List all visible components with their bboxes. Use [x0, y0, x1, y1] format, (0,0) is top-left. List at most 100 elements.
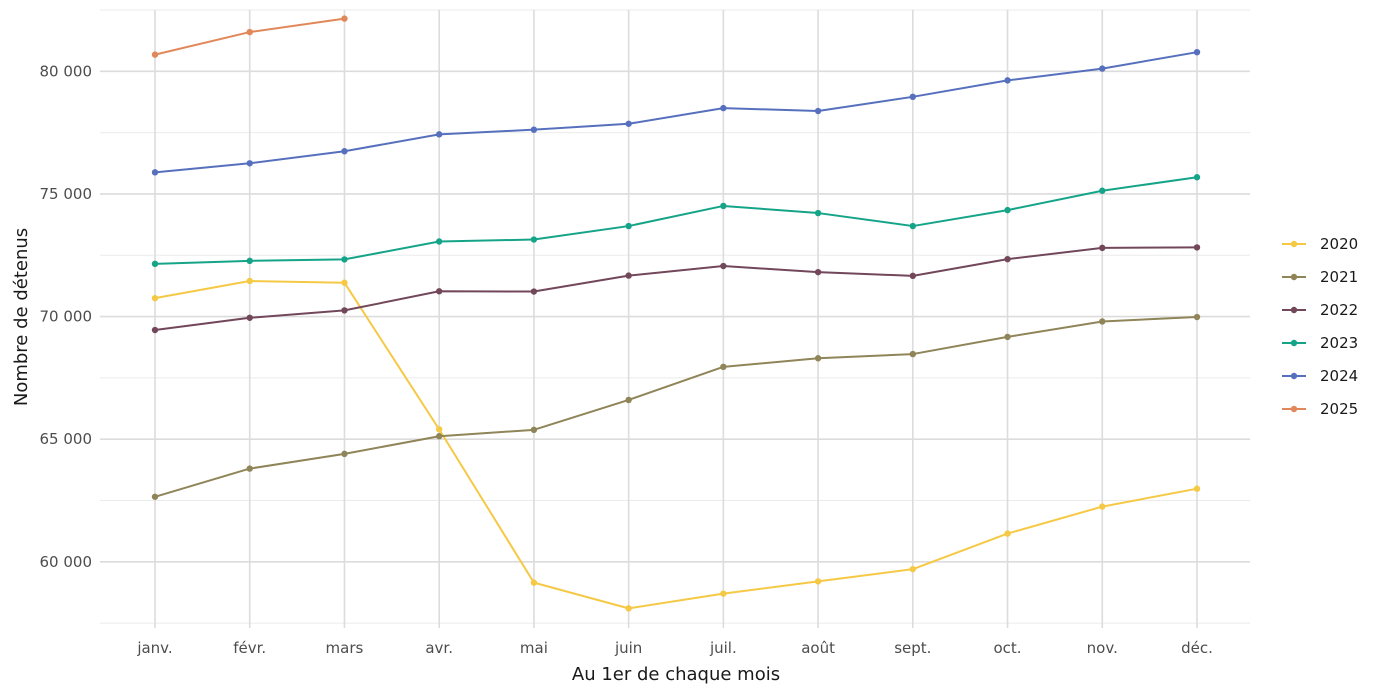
legend-label: 2025 — [1320, 400, 1358, 418]
data-point — [246, 160, 253, 167]
series-2025 — [151, 15, 348, 58]
x-tick-label: nov. — [1087, 639, 1118, 657]
data-point — [814, 107, 822, 115]
data-point — [720, 202, 727, 210]
data-point — [341, 148, 348, 155]
data-point — [530, 288, 538, 295]
data-point — [1193, 313, 1201, 321]
legend-item: 2022 — [1282, 301, 1358, 319]
x-tick-label: juin — [614, 639, 642, 657]
data-point — [435, 426, 443, 433]
x-tick-label: déc. — [1181, 639, 1213, 657]
data-point — [530, 126, 538, 133]
series-line — [154, 176, 1198, 265]
legend-item: 2024 — [1282, 367, 1358, 385]
data-point — [720, 590, 727, 597]
data-point — [625, 605, 632, 612]
data-point — [625, 222, 632, 230]
data-point — [1099, 244, 1106, 252]
data-point — [720, 262, 727, 270]
data-point — [341, 279, 348, 286]
data-point — [814, 268, 822, 276]
x-tick-label: sept. — [894, 639, 931, 657]
x-tick-label: juil. — [709, 639, 737, 657]
series-2023 — [151, 174, 1201, 268]
legend-swatch-point — [1290, 240, 1298, 248]
data-point — [909, 565, 917, 573]
series-line — [154, 51, 1198, 174]
data-point — [1193, 48, 1201, 56]
series-2021 — [151, 313, 1201, 500]
y-tick-label: 60 000 — [40, 553, 93, 571]
legend-label: 2022 — [1320, 301, 1358, 319]
data-point — [909, 272, 917, 280]
x-axis-ticks: janv. févr. mars avr. mai juin juil. août sept. o… — [136, 639, 1213, 657]
legend-label: 2020 — [1320, 235, 1358, 253]
data-point — [435, 131, 443, 138]
legend-label: 2021 — [1320, 268, 1358, 286]
x-tick-label: août — [801, 639, 835, 657]
data-point — [151, 326, 159, 334]
data-point — [625, 396, 632, 404]
data-point — [341, 450, 348, 458]
data-point — [1193, 244, 1201, 251]
legend-label: 2023 — [1320, 334, 1358, 352]
legend-item: 2021 — [1282, 268, 1358, 286]
data-point — [530, 426, 538, 434]
legend-item: 2020 — [1282, 235, 1358, 253]
data-point — [1099, 318, 1106, 325]
series-2020 — [151, 277, 1201, 612]
data-point — [814, 355, 822, 362]
series-lines — [151, 15, 1201, 612]
data-point — [1099, 65, 1106, 72]
data-point — [341, 256, 348, 263]
data-point — [1193, 485, 1201, 492]
data-point — [435, 238, 443, 245]
data-point — [530, 579, 538, 586]
y-tick-label: 65 000 — [40, 430, 93, 448]
legend-swatch-point — [1290, 339, 1298, 347]
x-tick-label: janv. — [136, 639, 172, 657]
y-axis-ticks: 60 000 65 000 70 000 75 000 80 000 — [40, 62, 93, 570]
data-point — [1099, 503, 1106, 510]
data-point — [246, 314, 253, 321]
data-point — [1193, 174, 1201, 181]
legend-item: 2023 — [1282, 334, 1358, 352]
series-2022 — [151, 244, 1201, 334]
x-tick-label: févr. — [233, 639, 266, 657]
legend-item: 2025 — [1282, 400, 1358, 418]
data-point — [1004, 206, 1011, 214]
data-point — [720, 104, 727, 112]
data-point — [814, 578, 822, 585]
data-point — [1099, 187, 1106, 194]
grid — [100, 9, 1250, 628]
data-point — [151, 51, 159, 58]
series-line — [154, 246, 1198, 332]
legend: 2020 2021 2022 2023 2024 2025 — [1282, 235, 1358, 418]
y-axis-title: Nombre de détenus — [11, 228, 32, 406]
legend-swatch-point — [1290, 306, 1298, 314]
x-tick-label: oct. — [994, 639, 1022, 657]
data-point — [341, 307, 348, 314]
data-point — [246, 257, 253, 265]
data-point — [151, 493, 159, 500]
data-point — [246, 277, 253, 285]
series-line — [154, 279, 1198, 610]
data-point — [435, 433, 443, 440]
series-line — [154, 316, 1198, 498]
data-point — [909, 222, 917, 230]
y-tick-label: 80 000 — [40, 62, 93, 80]
data-point — [151, 294, 159, 302]
data-point — [814, 209, 822, 217]
legend-swatch-point — [1290, 273, 1298, 281]
x-tick-label: mai — [520, 639, 548, 657]
data-point — [909, 93, 917, 101]
data-point — [341, 15, 348, 22]
legend-label: 2024 — [1320, 367, 1358, 385]
data-point — [1004, 77, 1011, 84]
data-point — [720, 363, 727, 371]
data-point — [625, 120, 632, 127]
data-point — [625, 272, 632, 279]
